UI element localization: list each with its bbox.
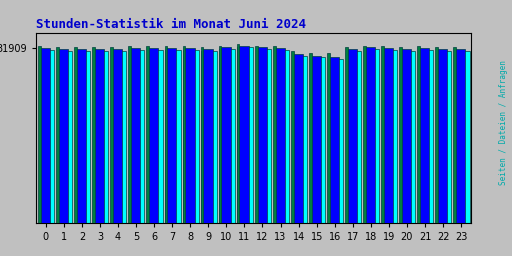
Bar (238, 48, 253, 223)
Bar (129, 46, 131, 223)
Bar (146, 46, 149, 223)
Bar (165, 50, 181, 223)
Bar (400, 51, 415, 223)
Bar (129, 50, 144, 223)
Bar (201, 47, 203, 223)
Bar (437, 49, 447, 223)
Bar (455, 49, 465, 223)
Bar (183, 46, 185, 223)
Bar (75, 51, 90, 223)
Bar (58, 49, 68, 223)
Bar (381, 46, 384, 223)
Bar (239, 46, 249, 223)
Bar (164, 46, 167, 223)
Bar (401, 49, 411, 223)
Bar (57, 51, 72, 223)
Bar (273, 50, 289, 223)
Bar (328, 59, 343, 223)
Bar (147, 50, 162, 223)
Bar (417, 46, 420, 223)
Bar (347, 49, 357, 223)
Bar (329, 57, 339, 223)
Bar (148, 48, 158, 223)
Bar (435, 47, 438, 223)
Bar (219, 46, 222, 223)
Bar (419, 48, 429, 223)
Bar (203, 49, 212, 223)
Bar (363, 46, 366, 223)
Bar (74, 47, 77, 223)
Text: Stunden-Statistik im Monat Juni 2024: Stunden-Statistik im Monat Juni 2024 (36, 18, 306, 31)
Bar (345, 47, 348, 223)
Bar (39, 50, 54, 223)
Bar (383, 48, 393, 223)
Bar (399, 47, 402, 223)
Bar (291, 51, 294, 223)
Bar (220, 49, 234, 223)
Bar (275, 48, 285, 223)
Bar (311, 56, 321, 223)
Bar (454, 51, 470, 223)
Bar (310, 57, 325, 223)
Bar (76, 49, 86, 223)
Bar (93, 51, 109, 223)
Bar (110, 47, 113, 223)
Bar (292, 56, 307, 223)
Bar (364, 49, 379, 223)
Bar (293, 54, 303, 223)
Bar (131, 48, 140, 223)
Bar (257, 48, 267, 223)
Bar (454, 47, 456, 223)
Text: Seiten / Dateien / Anfragen: Seiten / Dateien / Anfragen (499, 60, 508, 185)
Bar (273, 46, 275, 223)
Bar (436, 51, 452, 223)
Bar (309, 53, 312, 223)
Bar (94, 49, 104, 223)
Bar (327, 53, 330, 223)
Bar (166, 48, 177, 223)
Bar (382, 50, 397, 223)
Bar (346, 51, 361, 223)
Bar (56, 47, 59, 223)
Bar (40, 48, 50, 223)
Bar (221, 48, 230, 223)
Bar (201, 51, 217, 223)
Bar (255, 49, 271, 223)
Bar (112, 49, 122, 223)
Bar (418, 50, 433, 223)
Bar (184, 48, 195, 223)
Bar (183, 50, 199, 223)
Bar (92, 47, 95, 223)
Bar (237, 44, 240, 223)
Bar (255, 46, 258, 223)
Bar (111, 51, 126, 223)
Bar (365, 48, 375, 223)
Bar (38, 46, 41, 223)
